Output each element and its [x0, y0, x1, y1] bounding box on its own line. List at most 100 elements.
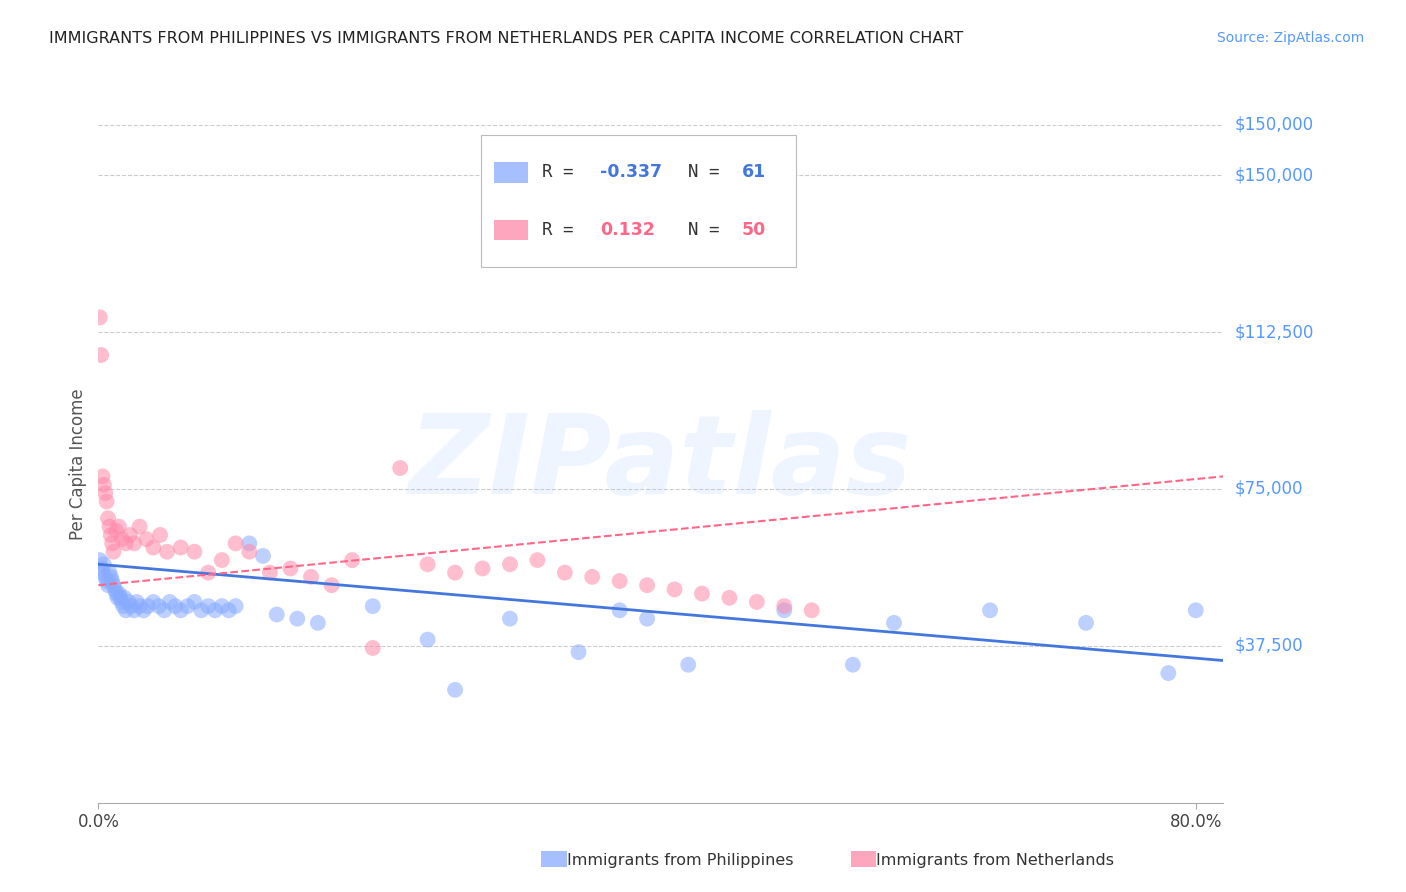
Point — [104, 582, 127, 597]
Point — [97, 578, 120, 592]
Point — [238, 536, 260, 550]
Text: -0.337: -0.337 — [600, 163, 662, 181]
Point — [800, 603, 823, 617]
Text: R =: R = — [541, 221, 583, 239]
Text: 61: 61 — [742, 163, 766, 181]
Point — [773, 603, 796, 617]
Text: N =: N = — [688, 221, 730, 239]
Point — [225, 536, 247, 550]
Point — [361, 599, 384, 614]
Text: N =: N = — [688, 163, 730, 181]
Point — [117, 595, 139, 609]
Point — [125, 595, 148, 609]
Point — [93, 558, 115, 572]
Point — [636, 578, 658, 592]
Point — [554, 566, 576, 580]
Text: $150,000: $150,000 — [1234, 166, 1313, 184]
Point — [211, 599, 233, 614]
Point — [609, 574, 631, 588]
Point — [444, 566, 467, 580]
Point — [103, 578, 125, 592]
Point — [132, 603, 155, 617]
Point — [238, 545, 260, 559]
Point — [91, 469, 114, 483]
Point — [153, 603, 176, 617]
Point — [98, 566, 121, 580]
Point — [190, 603, 212, 617]
Point — [115, 603, 138, 617]
Point — [773, 599, 796, 614]
Point — [136, 599, 159, 614]
Bar — [495, 162, 529, 183]
Point — [197, 566, 219, 580]
Point — [122, 536, 145, 550]
Point — [197, 599, 219, 614]
Point — [389, 461, 412, 475]
Point — [745, 595, 768, 609]
Point — [664, 582, 686, 597]
Point — [321, 578, 343, 592]
Point — [183, 595, 205, 609]
Point — [266, 607, 288, 622]
Point — [93, 477, 115, 491]
Point — [183, 545, 205, 559]
Point — [101, 536, 124, 550]
Point — [105, 524, 128, 538]
Point — [1157, 666, 1180, 681]
FancyBboxPatch shape — [481, 135, 796, 268]
Point — [101, 574, 124, 588]
Point — [307, 615, 329, 630]
Point — [609, 603, 631, 617]
Point — [108, 519, 131, 533]
Point — [842, 657, 865, 672]
Point — [142, 541, 165, 555]
Point — [252, 549, 274, 563]
Point — [1184, 603, 1206, 617]
Point — [416, 558, 439, 572]
Point — [690, 586, 713, 600]
Point — [259, 566, 281, 580]
Point — [211, 553, 233, 567]
Bar — [495, 219, 529, 240]
Point — [176, 599, 198, 614]
Point — [98, 519, 121, 533]
Point — [97, 511, 120, 525]
Text: R =: R = — [541, 163, 583, 181]
Text: $150,000: $150,000 — [1234, 116, 1313, 134]
Text: $37,500: $37,500 — [1234, 637, 1303, 655]
Point — [280, 561, 302, 575]
Point — [90, 348, 112, 362]
Point — [159, 595, 181, 609]
Point — [108, 586, 131, 600]
Point — [120, 599, 142, 614]
Point — [115, 536, 138, 550]
Point — [103, 545, 125, 559]
Point — [883, 615, 905, 630]
Point — [444, 682, 467, 697]
Text: 50: 50 — [742, 221, 766, 239]
Point — [156, 545, 179, 559]
Point — [499, 612, 522, 626]
Text: IMMIGRANTS FROM PHILIPPINES VS IMMIGRANTS FROM NETHERLANDS PER CAPITA INCOME COR: IMMIGRANTS FROM PHILIPPINES VS IMMIGRANT… — [49, 31, 963, 46]
Point — [636, 612, 658, 626]
Point — [361, 640, 384, 655]
Point — [567, 645, 589, 659]
Point — [96, 494, 118, 508]
Point — [91, 566, 114, 580]
Point — [148, 599, 170, 614]
Point — [107, 591, 129, 605]
Point — [100, 528, 122, 542]
Text: 0.132: 0.132 — [600, 221, 655, 239]
Point — [114, 591, 136, 605]
Point — [96, 574, 118, 588]
Point — [416, 632, 439, 647]
Point — [128, 519, 150, 533]
Point — [111, 595, 134, 609]
Point — [581, 570, 603, 584]
Point — [122, 603, 145, 617]
Point — [526, 553, 548, 567]
Point — [299, 570, 322, 584]
Text: Immigrants from Netherlands: Immigrants from Netherlands — [876, 854, 1114, 868]
Point — [678, 657, 700, 672]
Point — [1074, 615, 1097, 630]
